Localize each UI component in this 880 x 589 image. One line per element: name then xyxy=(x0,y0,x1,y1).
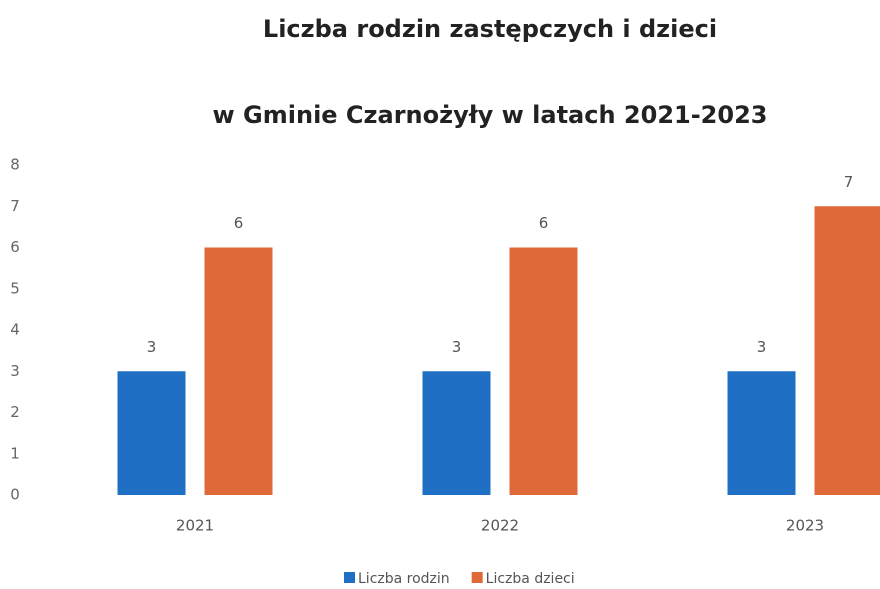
bar xyxy=(509,247,578,495)
data-label: 6 xyxy=(234,214,244,232)
chart-title: Liczba rodzin zastępczych i dzieci xyxy=(263,15,717,43)
y-tick-label: 1 xyxy=(10,444,20,462)
bar xyxy=(117,371,186,495)
legend-label: Liczba rodzin xyxy=(358,571,450,587)
data-label: 6 xyxy=(539,214,549,232)
y-tick-label: 5 xyxy=(10,279,20,297)
bar xyxy=(204,247,273,495)
x-tick-label: 2022 xyxy=(481,517,519,535)
legend-swatch xyxy=(471,572,483,583)
data-label: 3 xyxy=(757,338,767,356)
x-tick-label: 2023 xyxy=(786,517,824,535)
data-label: 3 xyxy=(147,338,157,356)
y-tick-label: 0 xyxy=(10,486,20,504)
bar xyxy=(422,371,491,495)
bar xyxy=(727,371,796,495)
y-tick-label: 4 xyxy=(10,321,20,339)
y-tick-label: 3 xyxy=(10,362,20,380)
y-tick-label: 2 xyxy=(10,403,20,421)
legend-label: Liczba dzieci xyxy=(486,571,575,587)
data-label: 3 xyxy=(452,338,462,356)
y-tick-label: 8 xyxy=(10,156,20,174)
data-label: 7 xyxy=(844,173,854,191)
x-tick-label: 2021 xyxy=(176,517,214,535)
bar xyxy=(814,206,880,495)
y-tick-label: 7 xyxy=(10,197,20,215)
legend-swatch xyxy=(344,572,355,583)
chart-subtitle: w Gminie Czarnożyły w latach 2021-2023 xyxy=(213,101,768,129)
y-tick-label: 6 xyxy=(10,238,20,256)
